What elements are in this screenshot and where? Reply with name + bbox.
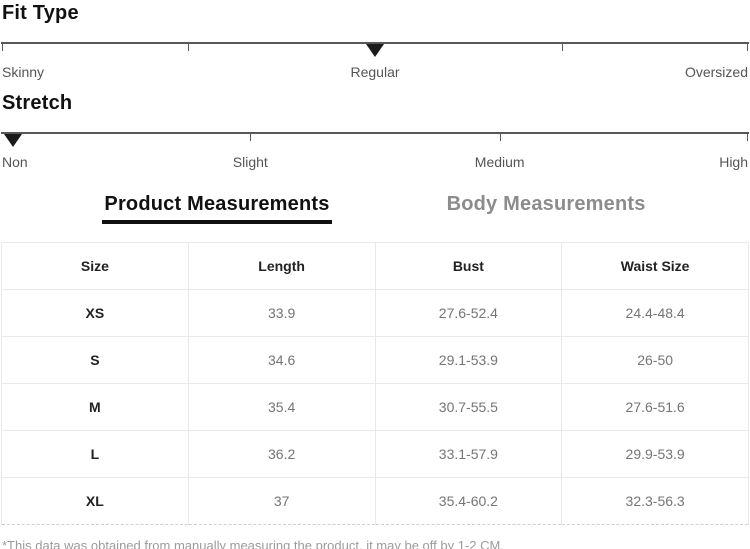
- waist-value: 24.4-48.4: [561, 289, 749, 337]
- column-header-length: Length: [187, 242, 376, 290]
- fit-type-label-regular: Regular: [350, 64, 400, 80]
- column-header-bust: Bust: [374, 242, 563, 290]
- waist-value: 29.9-53.9: [561, 430, 749, 478]
- measurements-tabs: Product Measurements Body Measurements: [1, 193, 749, 224]
- tab-body-measurements[interactable]: Body Measurements: [445, 193, 648, 220]
- waist-value: 26-50: [561, 336, 749, 384]
- length-value: 35.4: [187, 383, 376, 431]
- waist-value: 32.3-56.3: [561, 477, 749, 525]
- table-row: XS 33.9 27.6-52.4 24.4-48.4: [1, 289, 749, 337]
- table-row: S 34.6 29.1-53.9 26-50: [1, 336, 749, 384]
- bust-value: 30.7-55.5: [374, 383, 563, 431]
- size-value: XL: [1, 477, 189, 525]
- column-header-size: Size: [1, 242, 189, 290]
- stretch-labels: Non Slight Medium High: [1, 154, 749, 171]
- length-value: 34.6: [187, 336, 376, 384]
- fit-type-label-skinny: Skinny: [2, 64, 45, 80]
- bust-value: 33.1-57.9: [374, 430, 563, 478]
- bust-value: 27.6-52.4: [374, 289, 563, 337]
- fit-type-tick: [747, 43, 748, 51]
- length-value: 37: [187, 477, 376, 525]
- size-value: XS: [1, 289, 189, 337]
- stretch-tick: [747, 133, 748, 141]
- stretch-tick: [250, 133, 252, 141]
- table-row: M 35.4 30.7-55.5 27.6-51.6: [1, 383, 749, 431]
- length-value: 33.9: [187, 289, 376, 337]
- length-value: 36.2: [187, 430, 376, 478]
- stretch-label-high: High: [719, 154, 748, 170]
- stretch-section: Stretch Non Slight Medium High: [1, 92, 749, 171]
- column-header-waist-size: Waist Size: [561, 242, 749, 290]
- stretch-marker-icon: [4, 134, 22, 147]
- measurement-disclaimer: *This data was obtained from manually me…: [2, 538, 504, 549]
- stretch-label-slight: Slight: [232, 154, 268, 170]
- stretch-tick: [499, 133, 501, 141]
- size-value: S: [1, 336, 189, 384]
- fit-type-section: Fit Type Skinny Regular Oversized: [1, 2, 749, 81]
- measurements-table: Size Length Bust Waist Size XS 33.9 27.6…: [1, 242, 749, 525]
- fit-type-labels: Skinny Regular Oversized: [1, 64, 749, 81]
- stretch-scale-line: [1, 132, 749, 134]
- size-value: M: [1, 383, 189, 431]
- fit-type-title: Fit Type: [2, 2, 79, 24]
- fit-type-marker-icon: [366, 44, 384, 57]
- waist-value: 27.6-51.6: [561, 383, 749, 431]
- tab-product-measurements[interactable]: Product Measurements: [102, 193, 332, 224]
- table-header-row: Size Length Bust Waist Size: [1, 242, 749, 290]
- fit-type-tick: [188, 43, 189, 51]
- table-row: L 36.2 33.1-57.9 29.9-53.9: [1, 430, 749, 478]
- stretch-label-medium: Medium: [474, 154, 525, 170]
- table-row: XL 37 35.4-60.2 32.3-56.3: [1, 477, 749, 525]
- stretch-scale: [1, 132, 749, 147]
- bust-value: 29.1-53.9: [374, 336, 563, 384]
- bust-value: 35.4-60.2: [374, 477, 563, 525]
- fit-type-tick: [2, 43, 3, 51]
- fit-type-scale: [1, 42, 749, 57]
- size-value: L: [1, 430, 189, 478]
- stretch-label-non: Non: [2, 154, 28, 170]
- fit-type-label-oversized: Oversized: [684, 64, 748, 80]
- fit-type-tick: [562, 43, 563, 51]
- stretch-title: Stretch: [2, 92, 73, 114]
